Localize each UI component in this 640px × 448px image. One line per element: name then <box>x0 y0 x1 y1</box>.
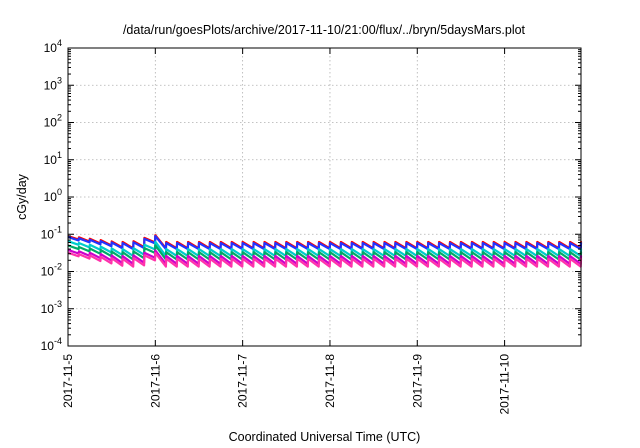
series-group <box>67 234 583 268</box>
y-tick-label: 10-3 <box>41 299 62 316</box>
y-tick-label: 10-4 <box>41 336 62 353</box>
x-tick-label: 2017-11-8 <box>323 354 337 408</box>
chart-title: /data/run/goesPlots/archive/2017-11-10/2… <box>123 23 526 37</box>
y-tick-label: 104 <box>44 38 62 55</box>
tick-marks <box>67 47 581 347</box>
x-tick-labels: 2017-11-5 2017-11-6 2017-11-7 2017-11-8 2017… <box>61 354 512 415</box>
x-tick-label: 2017-11-7 <box>236 354 250 408</box>
x-tick-label: 2017-11-5 <box>61 354 75 408</box>
y-tick-label: 101 <box>44 150 62 167</box>
series-line-6 <box>67 251 583 268</box>
x-tick-label: 2017-11-10 <box>498 354 512 415</box>
y-tick-label: 100 <box>44 187 62 204</box>
y-tick-label: 10-2 <box>41 262 62 279</box>
grid-lines <box>68 48 581 346</box>
y-tick-label: 103 <box>44 75 62 92</box>
y-tick-labels: 104 103 102 101 100 10-1 10-2 10-3 10-4 <box>41 38 62 353</box>
x-axis-label: Coordinated Universal Time (UTC) <box>229 430 421 444</box>
y-axis-label: cGy/day <box>15 173 29 220</box>
y-tick-label: 102 <box>44 113 62 130</box>
x-tick-label: 2017-11-6 <box>148 354 162 408</box>
x-tick-label: 2017-11-9 <box>410 354 424 408</box>
y-tick-label: 10-1 <box>41 224 62 241</box>
